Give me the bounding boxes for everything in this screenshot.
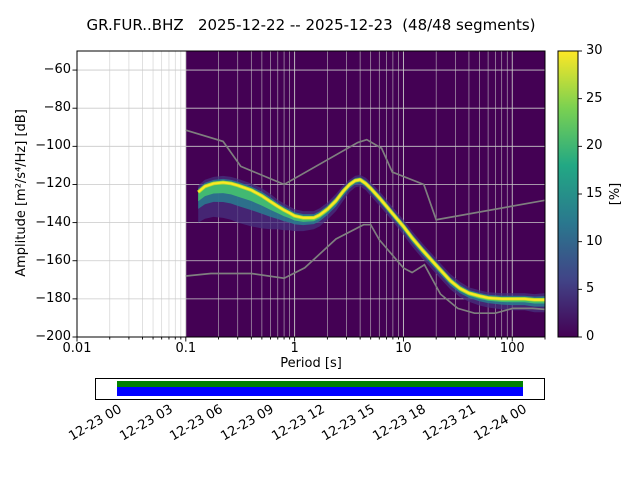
colorbar-tick-label: 20 <box>586 138 603 154</box>
ppsd-distribution <box>197 174 545 313</box>
y-tick-label: −140 <box>35 214 71 230</box>
timeline-coverage-bottom <box>117 387 523 396</box>
ppsd-mode-line <box>197 178 545 301</box>
nlnm-line <box>185 223 545 315</box>
noise-model-lines <box>185 129 545 315</box>
x-axis-label: Period [s] <box>280 356 342 371</box>
colorbar-tick-label: 0 <box>586 329 595 344</box>
colorbar-tick-label: 25 <box>586 90 603 106</box>
y-tick-label: −160 <box>35 252 71 268</box>
x-tick-label: 10 <box>395 341 412 356</box>
y-tick-label: −80 <box>43 100 71 116</box>
colorbar-tick-label: 10 <box>586 233 603 249</box>
plot-title: GR.FUR..BHZ 2025-12-22 -- 2025-12-23 (48… <box>86 16 536 34</box>
timeline-coverage-top <box>117 381 523 387</box>
x-tick-label: 1 <box>290 341 299 356</box>
y-tick-label: −60 <box>43 62 71 78</box>
x-tick-label: 0.01 <box>62 341 92 356</box>
x-tick-label: 0.1 <box>175 341 197 356</box>
nhnm-line <box>185 129 545 221</box>
colorbar-tick-label: 5 <box>586 281 595 297</box>
y-tick-label: −180 <box>35 290 71 306</box>
y-tick-label: −100 <box>35 138 71 154</box>
timeline-coverage-box <box>95 378 545 400</box>
colorbar-tick-label: 30 <box>586 43 603 58</box>
colorbar-tick-label: 15 <box>586 186 603 201</box>
y-tick-label: −120 <box>35 176 71 192</box>
y-tick-label: −200 <box>35 329 71 344</box>
axis-ticks <box>72 50 582 342</box>
x-tick-label: 100 <box>499 341 525 356</box>
colorbar-gradient <box>557 50 579 338</box>
axes-frame <box>76 50 546 338</box>
grid-lines <box>76 51 546 337</box>
